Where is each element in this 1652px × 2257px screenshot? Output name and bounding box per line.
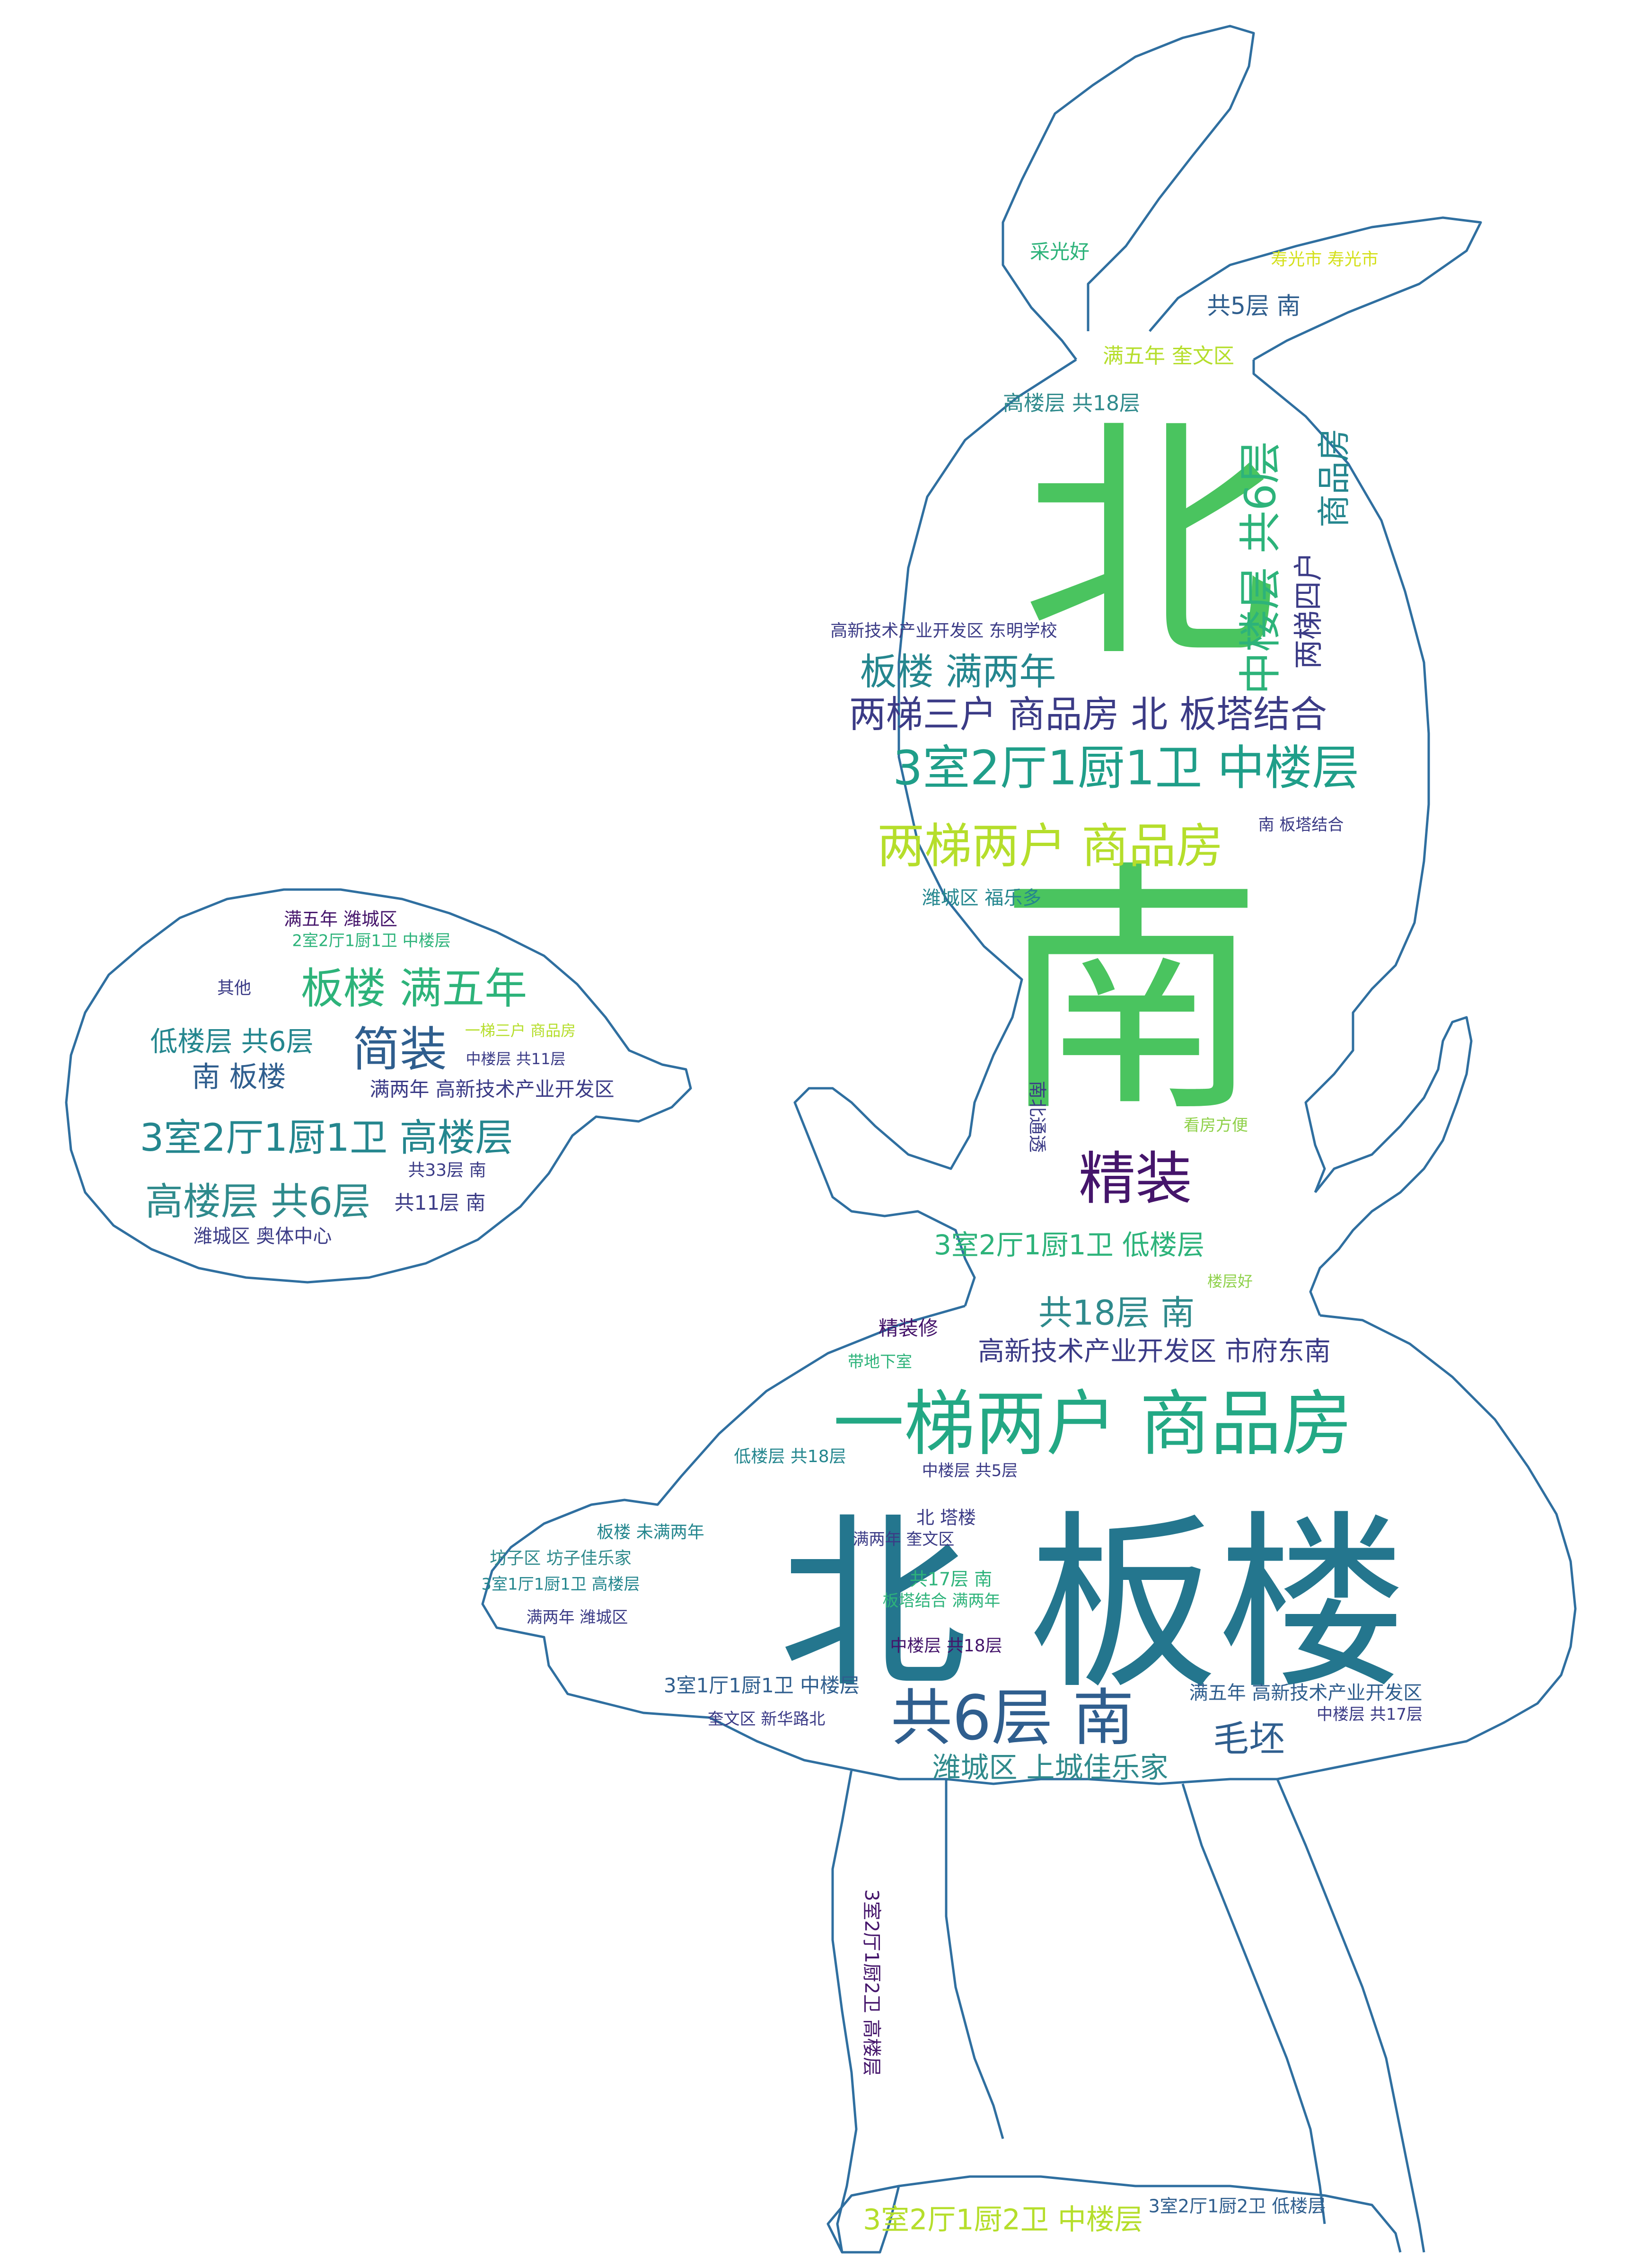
word-3s1t-zhong: 3室1厅1厨1卫 中楼层 bbox=[664, 1674, 860, 1697]
word-maopi: 毛坯 bbox=[1213, 1718, 1285, 1760]
word-liangti-lianghu: 两梯两户 商品房 bbox=[877, 818, 1223, 873]
word-bei-large: 北 bbox=[1022, 397, 1277, 694]
word-bei-banlou: 北 板楼 bbox=[779, 1495, 1406, 1715]
word-shouguang: 寿光市 寿光市 bbox=[1271, 250, 1378, 269]
word-qita: 其他 bbox=[217, 979, 251, 998]
word-bei-talou: 北 塔楼 bbox=[916, 1508, 976, 1528]
word-manwu-weicheng: 满五年 潍城区 bbox=[284, 909, 397, 930]
word-3s1t-gao: 3室1厅1厨1卫 高楼层 bbox=[481, 1575, 640, 1594]
word-zhong-gong11: 中楼层 共11层 bbox=[466, 1050, 566, 1068]
word-yiti-sanhu: 一梯三户 商品房 bbox=[465, 1022, 576, 1040]
word-kanfang: 看房方便 bbox=[1184, 1116, 1248, 1135]
word-fangzi-jialejia: 坊子区 坊子佳乐家 bbox=[490, 1549, 631, 1568]
word-di-gong6: 低楼层 共6层 bbox=[150, 1025, 313, 1058]
word-3s2t-gao-bubble: 3室2厅1厨1卫 高楼层 bbox=[140, 1116, 513, 1160]
word-3s2t-zhong: 3室2厅1厨1卫 中楼层 bbox=[893, 740, 1359, 795]
bunny-outline bbox=[65, 25, 1577, 2254]
word-3s2t2w-gao-v: 3室2厅1厨2卫 高楼层 bbox=[861, 1889, 882, 2076]
word-jianzhuang: 简装 bbox=[352, 1022, 447, 1077]
word-banta-manliang: 板塔结合 满两年 bbox=[883, 1592, 1001, 1611]
word-kuiwen-xinhua: 奎文区 新华路北 bbox=[708, 1710, 826, 1729]
word-3s2t-di: 3室2厅1厨1卫 低楼层 bbox=[934, 1229, 1204, 1261]
word-manliang-gaoxin: 满两年 高新技术产业开发区 bbox=[369, 1078, 614, 1101]
word-nan-large: 南 bbox=[998, 839, 1263, 1148]
word-jingzhuangxiu: 精装修 bbox=[879, 1317, 938, 1340]
word-gao-gong18: 高楼层 共18层 bbox=[1003, 391, 1140, 415]
word-zhong-gong18: 中楼层 共18层 bbox=[890, 1636, 1002, 1656]
word-cloud: 北 南 北 板楼 一梯两户 商品房 共6层 南 3室2厅1厨1卫 中楼层 两梯两… bbox=[140, 240, 1423, 2237]
word-manliang-kuiwen: 满两年 奎文区 bbox=[853, 1530, 955, 1549]
word-loucenghao: 楼层好 bbox=[1207, 1272, 1253, 1290]
word-gong11-nan: 共11层 南 bbox=[395, 1191, 486, 1215]
speech-bubble-outline bbox=[65, 888, 692, 1284]
bunny-head-ears-outline bbox=[481, 25, 1577, 2254]
word-zhong-gong6: 中楼层 共6层 bbox=[1236, 441, 1285, 695]
word-di-gong18: 低楼层 共18层 bbox=[734, 1447, 846, 1466]
word-caiguanghao: 采光好 bbox=[1030, 240, 1090, 264]
word-banlou-weiman: 板楼 未满两年 bbox=[597, 1523, 704, 1542]
word-zhong-gong17: 中楼层 共17层 bbox=[1317, 1705, 1423, 1724]
word-gong6ceng-nan: 共6层 南 bbox=[891, 1682, 1134, 1754]
word-weicheng-fuleduo: 潍城区 福乐多 bbox=[922, 887, 1042, 909]
word-weicheng-aoti: 潍城区 奥体中心 bbox=[193, 1225, 332, 1247]
word-gong18-nan: 共18层 南 bbox=[1038, 1293, 1195, 1333]
word-dai-dixiashi: 带地下室 bbox=[848, 1353, 912, 1372]
word-nanbei-tongtou-v: 南北通透 bbox=[1027, 1081, 1048, 1153]
word-gong33-nan: 共33层 南 bbox=[408, 1161, 486, 1180]
word-gaoxin-dongming: 高新技术产业开发区 东明学校 bbox=[830, 621, 1057, 641]
word-manliang-weicheng: 满两年 潍城区 bbox=[527, 1608, 628, 1627]
word-gao-gong6: 高楼层 共6层 bbox=[145, 1180, 370, 1224]
word-liangti-sanhu: 两梯三户 商品房 北 板塔结合 bbox=[849, 693, 1327, 736]
word-gaoxin-shifu: 高新技术产业开发区 市府东南 bbox=[978, 1336, 1331, 1367]
word-weicheng-shangcheng: 潍城区 上城佳乐家 bbox=[932, 1752, 1168, 1785]
word-3s2t2w-zhong: 3室2厅1厨2卫 中楼层 bbox=[863, 2204, 1143, 2237]
word-nan-banta: 南 板塔结合 bbox=[1258, 816, 1344, 835]
word-manwu-gaoxin: 满五年 高新技术产业开发区 bbox=[1189, 1682, 1423, 1704]
word-shangpinfang-v: 商品房 bbox=[1315, 428, 1353, 528]
word-zhong-gong5: 中楼层 共5层 bbox=[922, 1462, 1018, 1481]
word-banlou-manliang: 板楼 满两年 bbox=[860, 651, 1056, 693]
word-3s2t2w-di: 3室2厅1厨2卫 低楼层 bbox=[1149, 2196, 1326, 2217]
word-jingzhuang: 精装 bbox=[1079, 1146, 1192, 1212]
word-yiti-lianghu: 一梯两户 商品房 bbox=[833, 1383, 1353, 1465]
word-2s2t-zhong: 2室2厅1厨1卫 中楼层 bbox=[292, 932, 450, 951]
word-liangti-sihu: 两梯四户 bbox=[1291, 552, 1326, 669]
word-manwu-kuiwen: 满五年 奎文区 bbox=[1103, 344, 1234, 368]
word-nan-banlou: 南 板楼 bbox=[192, 1061, 286, 1094]
word-banlou-manwu: 板楼 满五年 bbox=[301, 964, 527, 1014]
word-gong5-nan: 共5层 南 bbox=[1207, 292, 1301, 320]
word-gong17-nan: 共17层 南 bbox=[910, 1569, 992, 1590]
